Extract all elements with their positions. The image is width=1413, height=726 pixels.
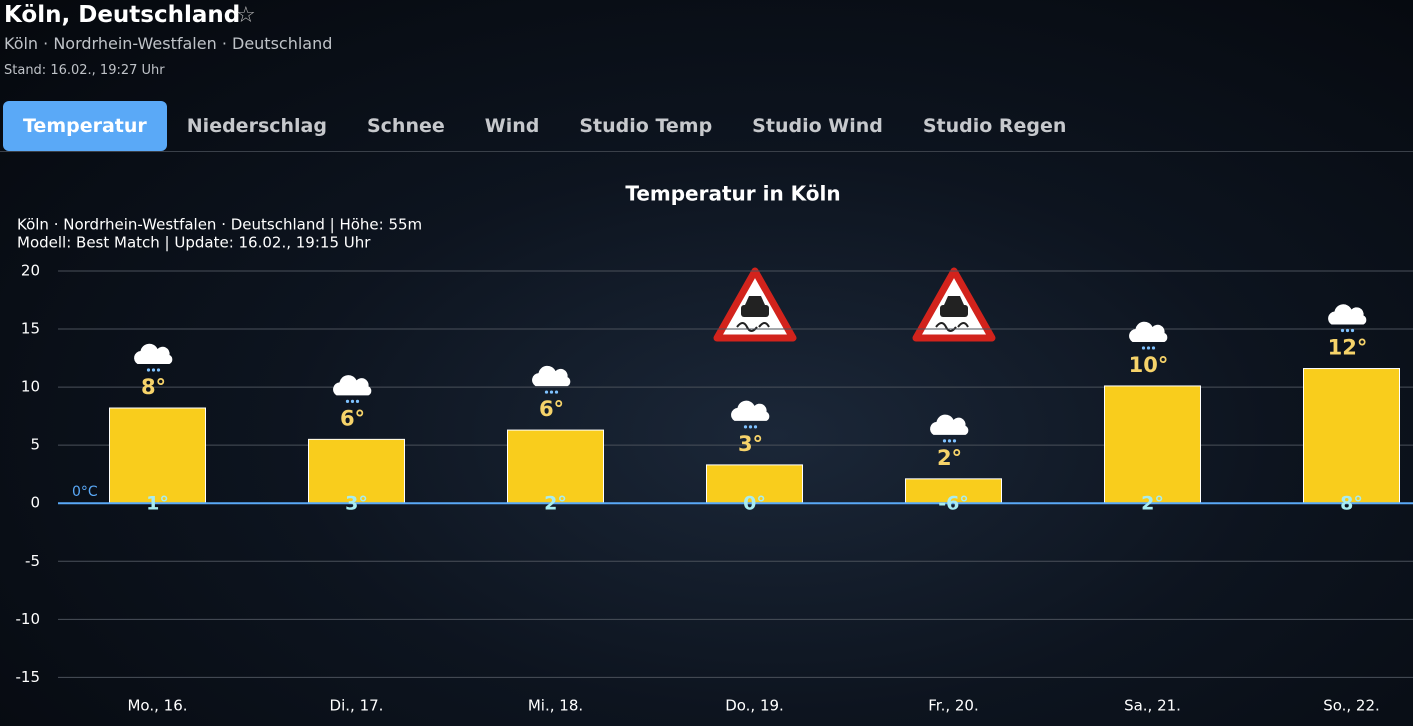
x-tick-label: Mi., 18. bbox=[528, 697, 583, 715]
x-tick-label: Sa., 21. bbox=[1124, 697, 1181, 715]
snowflake bbox=[1146, 346, 1151, 350]
warning-icon bbox=[912, 267, 996, 342]
chart-title: Temperatur in Köln bbox=[625, 182, 840, 206]
x-tick-label: Fr., 20. bbox=[928, 697, 979, 715]
weather-icon bbox=[731, 400, 770, 429]
x-tick-label: Di., 17. bbox=[330, 697, 384, 715]
snowflake bbox=[1350, 328, 1355, 333]
snowflake bbox=[544, 390, 549, 394]
min-label: 2° bbox=[544, 493, 567, 515]
weather-icon bbox=[532, 365, 571, 394]
bar bbox=[507, 429, 604, 504]
min-label: 8° bbox=[1340, 493, 1363, 515]
location-path: Köln · Nordrhein-Westfalen · Deutschland bbox=[4, 34, 333, 53]
cloud bbox=[532, 365, 571, 387]
min-label: 0° bbox=[743, 493, 766, 515]
zero-line-label: 0°C bbox=[72, 484, 98, 500]
value-label: 12° bbox=[1328, 336, 1368, 360]
bar bbox=[905, 478, 1002, 504]
bar bbox=[109, 407, 206, 504]
y-tick-label: 20 bbox=[21, 262, 40, 280]
snowflake bbox=[1340, 328, 1345, 333]
snowflake bbox=[156, 368, 161, 372]
weather-icon bbox=[1328, 304, 1367, 333]
tab[interactable]: Temperatur bbox=[3, 101, 167, 151]
snowflake bbox=[952, 439, 957, 443]
snowflake bbox=[146, 368, 151, 372]
cloud bbox=[1129, 321, 1168, 342]
tab[interactable]: Studio Temp bbox=[579, 115, 713, 137]
y-tick-label: -10 bbox=[16, 610, 41, 628]
value-label: 8° bbox=[141, 375, 166, 399]
min-label: 1° bbox=[146, 493, 169, 515]
tab[interactable]: Wind bbox=[484, 115, 540, 137]
favorite-button[interactable]: ☆ bbox=[236, 3, 256, 28]
snowflake bbox=[743, 425, 748, 429]
value-label: 3° bbox=[738, 432, 763, 456]
tab[interactable]: Niederschlag bbox=[186, 115, 327, 137]
cloud bbox=[930, 414, 969, 435]
y-tick-label: -5 bbox=[25, 552, 40, 570]
weather-icon bbox=[930, 414, 969, 443]
min-label: 2° bbox=[1141, 493, 1164, 515]
update-time: Stand: 16.02., 19:27 Uhr bbox=[4, 63, 165, 78]
value-label: 6° bbox=[340, 406, 365, 430]
snowflake bbox=[345, 399, 350, 403]
min-label: -6° bbox=[938, 493, 969, 515]
snowflake bbox=[748, 425, 753, 429]
tab[interactable]: Studio Regen bbox=[922, 115, 1067, 137]
cloud bbox=[333, 375, 372, 396]
tab[interactable]: Schnee bbox=[366, 115, 445, 137]
y-tick-label: 0 bbox=[30, 494, 40, 512]
snowflake bbox=[350, 399, 355, 403]
snowflake bbox=[1141, 346, 1146, 350]
chart-subtitle: Köln · Nordrhein-Westfalen · Deutschland… bbox=[17, 216, 422, 234]
cloud bbox=[731, 400, 770, 421]
snowflake bbox=[753, 425, 758, 429]
snowflake bbox=[151, 368, 156, 372]
y-tick-label: 10 bbox=[21, 378, 40, 396]
bar bbox=[706, 464, 803, 504]
weather-icon bbox=[333, 375, 372, 403]
snowflake bbox=[554, 390, 559, 394]
y-tick-label: -15 bbox=[16, 668, 41, 686]
bar bbox=[1104, 385, 1201, 504]
chart-subtitle: Modell: Best Match | Update: 16.02., 19:… bbox=[17, 234, 371, 252]
snowflake bbox=[1345, 328, 1350, 333]
y-tick-label: 5 bbox=[30, 436, 40, 454]
separator bbox=[0, 151, 1413, 152]
cloud bbox=[1328, 304, 1367, 325]
warning-icon bbox=[713, 267, 797, 342]
tab-bar: Temperatur Niederschlag Schnee Wind Stud… bbox=[3, 101, 1086, 151]
weather-icon bbox=[1129, 321, 1168, 350]
cloud bbox=[134, 343, 173, 365]
value-label: 10° bbox=[1129, 353, 1169, 377]
value-label: 6° bbox=[539, 397, 564, 421]
value-label: 2° bbox=[937, 446, 962, 470]
x-tick-label: So., 22. bbox=[1323, 697, 1380, 715]
location-title: Köln, Deutschland bbox=[4, 2, 241, 28]
snowflake bbox=[942, 439, 947, 443]
weather-icon bbox=[134, 343, 173, 372]
y-tick-label: 15 bbox=[21, 320, 40, 338]
tab[interactable]: Studio Wind bbox=[752, 115, 883, 137]
snowflake bbox=[549, 390, 554, 394]
snowflake bbox=[355, 399, 360, 403]
chart: Temperatur in Köln Köln · Nordrhein-West… bbox=[16, 182, 1413, 715]
x-tick-label: Do., 19. bbox=[725, 697, 784, 715]
x-tick-label: Mo., 16. bbox=[127, 697, 187, 715]
snowflake bbox=[947, 439, 952, 443]
snowflake bbox=[1151, 346, 1156, 350]
min-label: 3° bbox=[345, 493, 368, 515]
bar bbox=[1303, 368, 1400, 504]
